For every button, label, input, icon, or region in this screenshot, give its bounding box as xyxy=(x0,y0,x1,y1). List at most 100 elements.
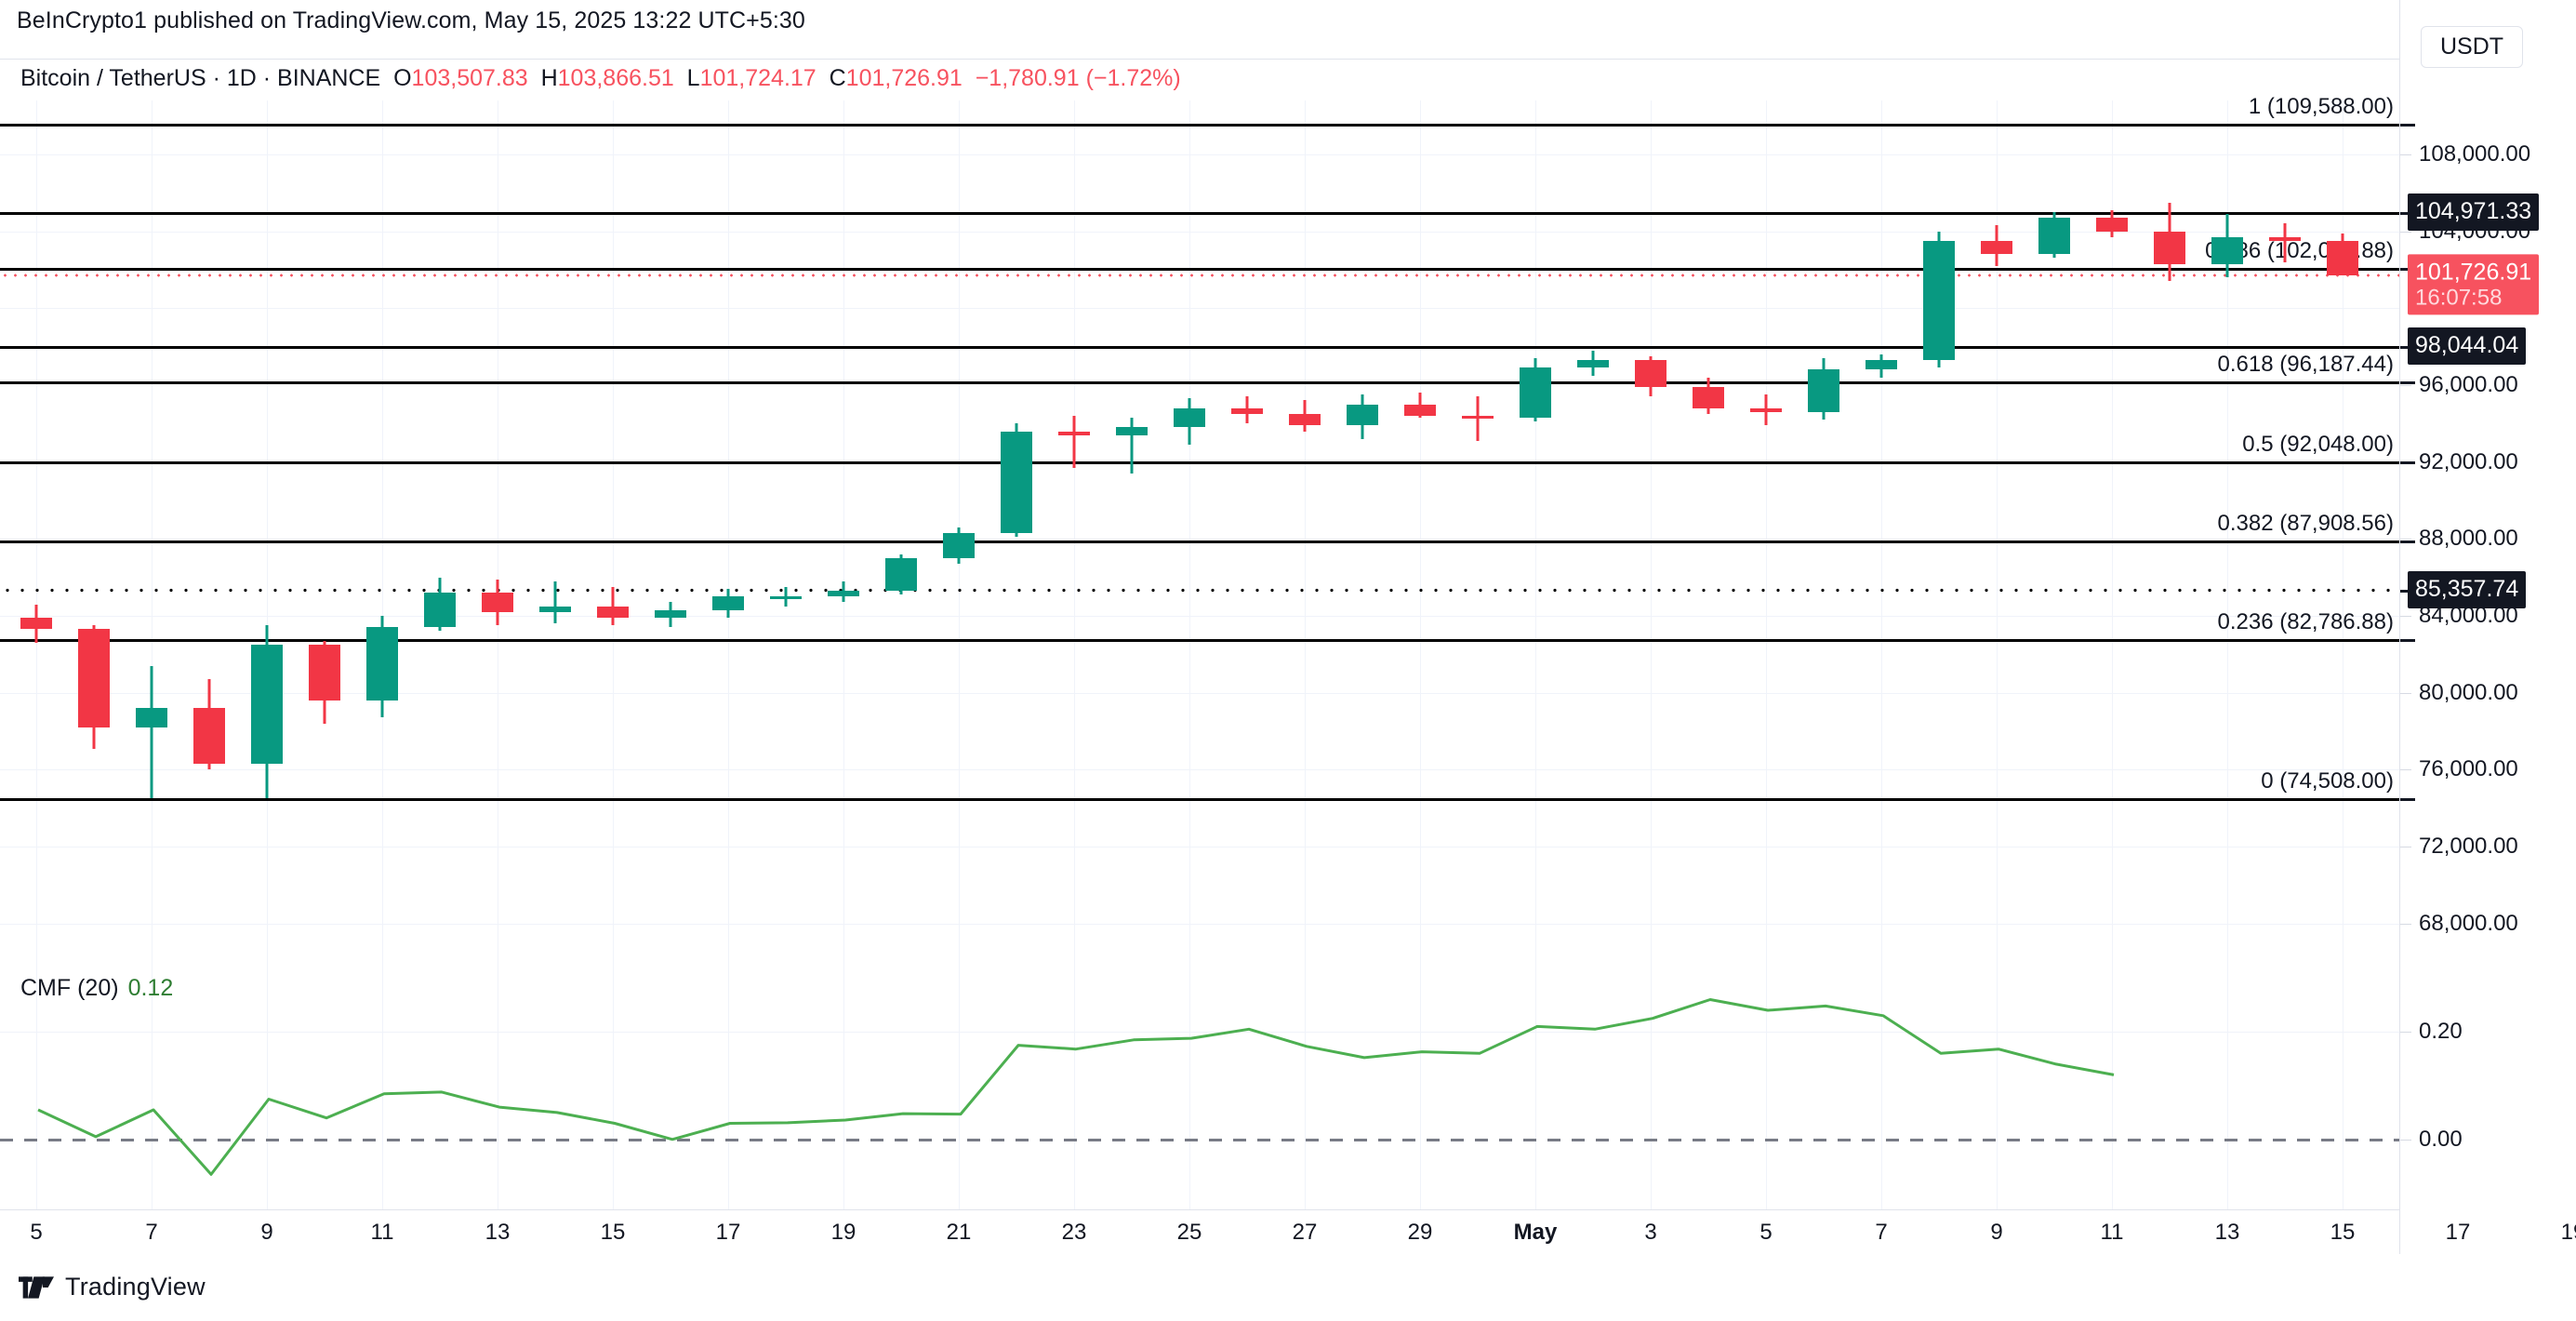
candlestick xyxy=(1404,100,1436,962)
cmf-axis-label: 0.00 xyxy=(2419,1126,2463,1152)
candle-body xyxy=(770,596,802,600)
cmf-name: CMF (20) xyxy=(20,975,119,1001)
cmf-pane[interactable] xyxy=(0,962,2574,1209)
candle-body xyxy=(1577,360,1609,368)
candlestick xyxy=(2327,100,2358,962)
fib-level-line[interactable] xyxy=(0,798,2399,802)
time-gridline xyxy=(2343,962,2344,1209)
high-label: H xyxy=(540,65,558,91)
time-gridline xyxy=(152,962,153,1209)
time-gridline xyxy=(36,100,37,962)
candle-body xyxy=(1347,404,1378,426)
candlestick xyxy=(251,100,283,962)
candle-body xyxy=(1750,407,1782,412)
time-axis-label: 5 xyxy=(30,1220,43,1245)
price-gridline xyxy=(0,308,2399,310)
time-axis-label: 7 xyxy=(145,1220,158,1245)
time-gridline xyxy=(1766,100,1767,962)
fib-level-label: 0.618 (96,187.44) xyxy=(2217,352,2394,378)
candle-body xyxy=(1808,369,1839,412)
time-axis-label: 11 xyxy=(2100,1220,2124,1245)
candle-body xyxy=(1116,427,1148,435)
price-axis-major-tick xyxy=(2400,798,2415,802)
fib-level-line[interactable] xyxy=(0,124,2399,127)
candle-body xyxy=(2038,218,2070,255)
time-axis-label: 21 xyxy=(946,1220,972,1245)
time-gridline xyxy=(1881,100,1882,962)
time-gridline xyxy=(267,962,268,1209)
symbol-name[interactable]: Bitcoin / TetherUS xyxy=(20,65,206,91)
time-gridline xyxy=(959,962,960,1209)
candle-body xyxy=(885,557,917,592)
candle-body xyxy=(193,708,225,765)
time-gridline xyxy=(152,100,153,962)
candle-body xyxy=(712,596,744,610)
time-gridline xyxy=(2227,100,2228,962)
candlestick xyxy=(2269,100,2301,962)
cmf-gridline xyxy=(0,1032,2399,1034)
candle-body xyxy=(1866,360,1897,370)
time-axis-label: 23 xyxy=(1061,1220,1087,1245)
candlestick xyxy=(770,100,802,962)
candle-body xyxy=(251,644,283,765)
price-axis[interactable]: USDT 108,000.00104,000.0096,000.0092,000… xyxy=(2399,0,2576,1254)
candle-body xyxy=(136,708,167,727)
candlestick xyxy=(1635,100,1666,962)
currency-chip[interactable]: USDT xyxy=(2421,26,2524,68)
time-axis-label: 3 xyxy=(1644,1220,1657,1245)
price-axis-tick xyxy=(2400,384,2411,386)
candlestick xyxy=(885,100,917,962)
time-gridline xyxy=(1420,100,1421,962)
cmf-axis-tick xyxy=(2400,1032,2411,1034)
price-level-badge: 98,044.04 xyxy=(2408,327,2527,365)
candlestick xyxy=(1693,100,1724,962)
candle-body xyxy=(1289,413,1321,426)
candlestick xyxy=(1174,100,1205,962)
interval-label[interactable]: 1D xyxy=(226,65,257,91)
fib-level-label: 1 (109,588.00) xyxy=(2248,94,2394,120)
dotted-support-line[interactable] xyxy=(0,587,2399,593)
fib-level-line[interactable] xyxy=(0,540,2399,544)
price-axis-label: 80,000.00 xyxy=(2419,679,2518,705)
time-axis[interactable]: 5 7 9 11 13 15 17 19 21 23 25 27 29 May 3 5 7 9 11 13 15 17 19… xyxy=(0,1209,2576,1261)
fib-level-line[interactable] xyxy=(0,381,2399,385)
candle-wick xyxy=(611,586,615,626)
price-axis-major-tick xyxy=(2400,460,2415,464)
candlestick xyxy=(482,100,513,962)
fib-level-line[interactable] xyxy=(0,639,2399,643)
time-gridline xyxy=(1305,962,1306,1209)
horizontal-price-line[interactable] xyxy=(0,212,2399,216)
candle-body xyxy=(1462,415,1494,419)
price-gridline xyxy=(0,153,2399,155)
time-gridline xyxy=(843,962,844,1209)
candlestick xyxy=(1347,100,1378,962)
time-gridline xyxy=(613,100,614,962)
badge-price: 101,726.91 xyxy=(2415,258,2532,285)
cmf-axis-tick xyxy=(2400,1139,2411,1141)
exchange-label: BINANCE xyxy=(277,65,381,91)
open-value: 103,507.83 xyxy=(411,65,528,91)
fib-level-line[interactable] xyxy=(0,460,2399,464)
candlestick xyxy=(828,100,859,962)
price-pane[interactable]: 1 (109,588.00) 0.786 (102,080.88) 0.618 (9… xyxy=(0,94,2574,962)
symbol-ohlc-legend: Bitcoin / TetherUS · 1D · BINANCE O103,5… xyxy=(20,65,1181,92)
time-gridline xyxy=(2112,962,2113,1209)
candlestick xyxy=(2211,100,2243,962)
candle-body xyxy=(482,593,513,612)
horizontal-price-line[interactable] xyxy=(0,345,2399,349)
time-axis-label: May xyxy=(1513,1220,1558,1245)
candlestick xyxy=(1866,100,1897,962)
candlestick xyxy=(1289,100,1321,962)
candle-wick xyxy=(1130,418,1134,474)
candlestick xyxy=(597,100,629,962)
time-gridline xyxy=(382,100,383,962)
price-axis-label: 96,000.00 xyxy=(2419,371,2518,397)
candle-body xyxy=(1174,407,1205,428)
candlestick xyxy=(1058,100,1090,962)
fib-level-line[interactable] xyxy=(0,268,2399,272)
time-axis-label: 15 xyxy=(600,1220,626,1245)
time-axis-label: 13 xyxy=(485,1220,511,1245)
price-axis-label: 76,000.00 xyxy=(2419,756,2518,782)
candle-body xyxy=(2096,218,2128,232)
